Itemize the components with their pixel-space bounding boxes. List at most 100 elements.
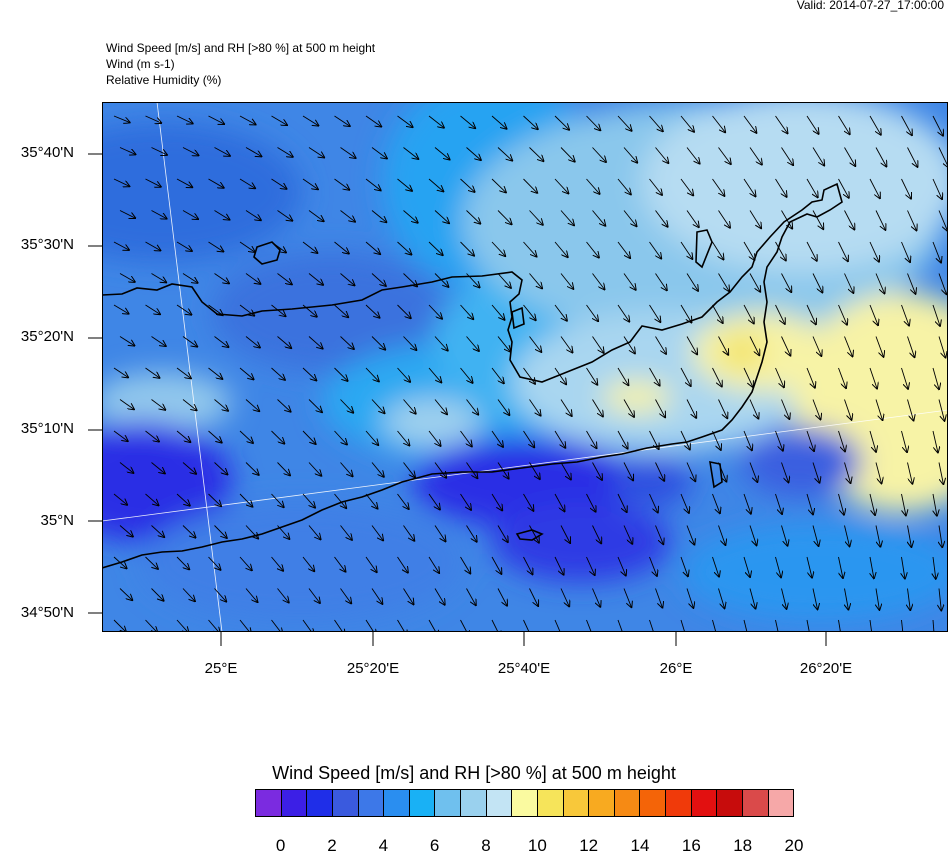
wind-arrow [497,336,510,352]
wind-arrow [749,462,757,483]
wind-arrow [845,588,849,610]
wind-arrow [554,304,567,321]
wind-arrow [434,462,446,478]
colorbar-label: 4 [378,836,389,855]
colorbar-swatch [409,790,436,816]
wind-arrow [176,241,192,251]
wind-arrow [718,210,731,228]
wind-arrow [214,210,230,220]
lon-label-26: 26°E [659,660,693,677]
wind-arrow [655,336,667,354]
wind-arrow [932,304,940,326]
wind-arrow [491,178,506,192]
lon-label-25-20: 25°20'E [346,660,400,677]
wind-arrow [712,178,725,196]
wind-arrow [397,115,413,127]
wind-arrow [781,462,789,483]
colorbar-label: 20 [784,836,804,855]
wind-arrow [113,430,128,441]
wind-arrow [119,273,135,282]
wind-arrow [560,588,569,607]
wind-arrow [875,525,880,547]
wind-arrow [901,304,910,326]
wind-arrow [523,430,535,447]
wind-arrow [214,273,230,284]
wind-arrow [844,336,853,357]
wind-arrow [208,367,223,379]
wind-arrow [365,304,380,318]
wind-arrow [743,304,754,323]
colorbar-label: 18 [733,836,753,855]
wind-arrow [875,336,884,357]
wind-arrow [586,241,599,258]
wind-arrow [875,273,885,294]
wind-arrow [208,493,222,506]
wind-arrow [151,399,166,410]
wind-arrow [334,556,346,572]
wind-arrow [340,588,352,604]
wind-arrow [775,430,783,451]
wind-arrow [649,115,663,131]
wind-arrow [182,147,199,156]
wind-arrow [466,273,480,288]
wind-arrow [460,304,474,319]
colorbar-swatch [486,790,513,816]
wind-arrow [712,367,722,387]
wind-arrow [214,588,227,602]
wind-arrow [775,304,785,324]
wind-arrow [623,588,631,608]
wind-arrow [208,178,224,188]
wind-arrow [869,619,873,632]
wind-arrow [245,336,260,348]
wind-arrow [686,210,699,228]
wind-arrow [749,336,759,356]
wind-arrow [718,462,727,482]
wind-arrow [176,619,189,632]
wind-arrow [403,462,416,478]
wind-arrow [781,336,791,356]
wind-arrow [812,588,818,610]
wind-arrow [529,399,541,416]
wind-arrow [302,367,316,380]
wind-arrow [365,493,378,509]
wind-arrow [523,556,533,574]
wind-arrow [617,430,628,449]
wind-arrow [743,241,755,260]
wind-arrow [838,241,848,261]
wind-arrow [907,336,915,358]
wind-arrow [933,493,937,516]
wind-arrow [812,399,821,420]
wind-arrow [529,147,544,162]
wind-arrow [466,147,481,161]
wind-arrow [497,273,511,288]
wind-arrow [302,241,317,253]
colorbar-swatch [307,790,333,816]
wind-arrow [617,241,630,258]
wind-arrow [119,525,133,537]
wind-arrow [781,525,788,546]
wind-arrow [497,588,507,606]
wind-arrow [308,336,323,349]
wind-arrow [586,115,601,130]
wind-arrow [214,462,228,475]
wind-arrow [277,525,290,540]
wind-arrow [365,178,381,190]
colorbar-label: 14 [630,836,650,855]
wind-arrow [743,115,756,133]
wind-arrow [680,493,689,513]
wind-arrow [434,273,448,287]
wind-arrow [176,493,190,506]
wind-arrow [308,525,321,540]
wind-arrow [592,462,603,480]
wind-arrow [271,430,285,444]
wind-arrow [655,399,666,418]
wind-arrow [844,273,854,294]
colorbar-swatch [563,790,590,816]
wind-arrow [529,210,543,225]
wind-arrow [214,147,230,156]
wind-arrow [812,525,819,547]
wind-arrow [932,430,938,452]
wind-arrow [145,493,159,505]
wind-speed-map [102,102,948,632]
lat-label-35-20: 35°20'N [20,328,74,345]
